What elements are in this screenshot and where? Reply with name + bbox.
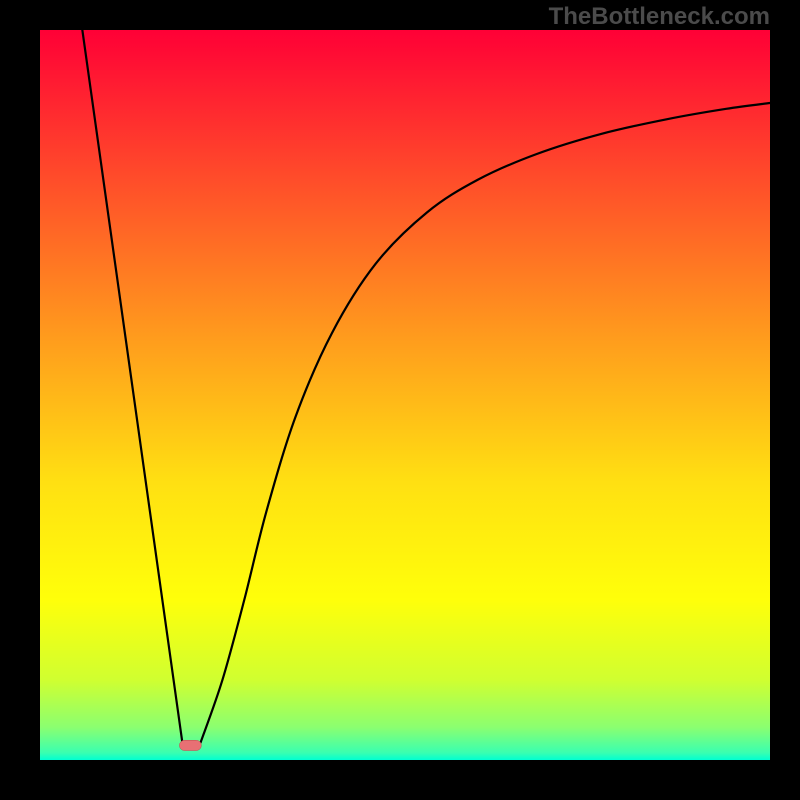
bottleneck-chart [40,30,770,760]
chart-root: TheBottleneck.com [0,0,800,800]
gradient-background [40,30,770,760]
minimum-marker [179,740,201,750]
attribution-text: TheBottleneck.com [549,3,770,31]
plot-area [40,30,770,760]
